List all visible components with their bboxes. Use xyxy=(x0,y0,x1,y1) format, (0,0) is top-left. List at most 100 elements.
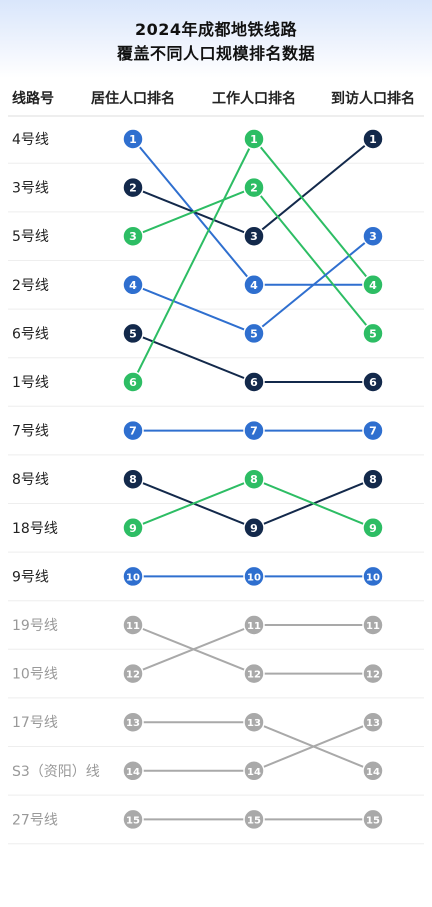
rank-marker xyxy=(122,468,144,490)
rank-marker xyxy=(122,662,144,685)
rank-marker xyxy=(243,176,265,199)
row-label: 1号线 xyxy=(12,375,49,391)
rank-marker xyxy=(122,808,144,831)
rank-label: 4 xyxy=(250,279,258,292)
row-label: 6号线 xyxy=(12,326,49,342)
rank-marker xyxy=(122,760,144,782)
rank-marker xyxy=(122,225,144,247)
rank-marker xyxy=(122,274,144,296)
rank-label: 12 xyxy=(366,670,380,681)
rank-marker xyxy=(243,225,265,247)
rank-marker xyxy=(243,128,265,150)
series-line xyxy=(132,138,255,383)
column-header: 工作人口排名 xyxy=(212,90,296,107)
rank-marker xyxy=(243,322,265,345)
series-line xyxy=(253,235,374,335)
rank-marker xyxy=(362,225,384,247)
rank-label: 13 xyxy=(247,718,261,729)
series-line xyxy=(253,478,374,529)
row-label: 8号线 xyxy=(12,472,49,488)
rank-label: 15 xyxy=(366,815,380,826)
series-line xyxy=(253,138,374,286)
column-header: 居住人口排名 xyxy=(91,90,175,107)
rank-marker xyxy=(243,662,265,685)
rank-label: 10 xyxy=(366,572,380,583)
rank-label: 5 xyxy=(369,327,377,340)
rank-marker xyxy=(243,760,265,782)
rank-label: 3 xyxy=(129,230,137,243)
row-header-label: 线路号 xyxy=(12,90,54,107)
rank-marker xyxy=(362,517,384,539)
row-label: S3（资阳）线 xyxy=(12,764,100,780)
rank-label: 3 xyxy=(369,230,377,243)
row-label: 17号线 xyxy=(12,715,58,731)
rank-marker xyxy=(362,662,384,685)
row-label: 18号线 xyxy=(12,521,58,537)
rank-marker xyxy=(122,128,144,150)
rank-label: 8 xyxy=(250,473,258,486)
rank-label: 11 xyxy=(366,621,380,632)
row-label: 4号线 xyxy=(12,132,49,148)
rank-label: 4 xyxy=(369,279,377,292)
row-label: 5号线 xyxy=(12,229,49,245)
rank-label: 4 xyxy=(129,279,137,292)
rank-label: 15 xyxy=(247,815,261,826)
rank-label: 10 xyxy=(126,572,140,583)
rank-label: 9 xyxy=(250,522,258,535)
rank-label: 13 xyxy=(366,718,380,729)
series-line xyxy=(132,478,255,529)
row-label: 19号线 xyxy=(12,618,58,634)
rank-marker xyxy=(362,419,384,442)
rank-label: 1 xyxy=(250,133,258,146)
rank-marker xyxy=(122,711,144,733)
rank-marker xyxy=(243,274,265,296)
rank-marker xyxy=(243,614,265,636)
chart-title-line-2: 覆盖不同人口规模排名数据 xyxy=(116,44,315,63)
rank-label: 1 xyxy=(129,133,137,146)
rank-label: 11 xyxy=(247,621,261,632)
rank-marker xyxy=(362,808,384,831)
rank-marker xyxy=(243,371,265,393)
rank-marker xyxy=(243,565,265,588)
rank-label: 5 xyxy=(250,327,258,340)
rank-label: 13 xyxy=(126,718,140,729)
rank-marker xyxy=(362,128,384,150)
row-label: 27号线 xyxy=(12,812,58,828)
rank-label: 11 xyxy=(126,621,140,632)
row-label: 10号线 xyxy=(12,667,58,683)
rank-marker xyxy=(362,274,384,296)
rank-marker xyxy=(122,517,144,539)
rank-label: 14 xyxy=(126,767,140,778)
rank-label: 6 xyxy=(369,376,377,389)
rank-label: 7 xyxy=(250,425,258,438)
row-label: 9号线 xyxy=(12,569,49,585)
rank-marker xyxy=(122,614,144,636)
row-label: 7号线 xyxy=(12,424,49,440)
rank-label: 8 xyxy=(369,473,377,486)
rank-marker xyxy=(243,711,265,733)
rank-label: 9 xyxy=(369,522,377,535)
rank-marker xyxy=(362,468,384,490)
rank-label: 12 xyxy=(126,670,140,681)
rank-marker xyxy=(243,808,265,831)
rank-marker xyxy=(362,565,384,588)
rank-marker xyxy=(362,322,384,345)
rank-marker xyxy=(122,565,144,588)
series-line xyxy=(253,138,374,237)
row-label: 2号线 xyxy=(12,278,49,294)
series-line xyxy=(132,186,255,238)
header-background xyxy=(0,0,432,78)
chart-title-line-1: 2024年成都地铁线路 xyxy=(134,20,298,39)
rank-marker xyxy=(243,468,265,490)
series-line xyxy=(132,283,255,335)
rank-label: 15 xyxy=(126,815,140,826)
rank-marker xyxy=(122,176,144,199)
rank-marker xyxy=(243,517,265,539)
rank-marker xyxy=(122,419,144,442)
rank-marker xyxy=(362,760,384,782)
rank-label: 10 xyxy=(247,572,261,583)
column-header: 到访人口排名 xyxy=(331,90,415,107)
rank-label: 3 xyxy=(250,230,258,243)
series-line xyxy=(253,721,374,772)
